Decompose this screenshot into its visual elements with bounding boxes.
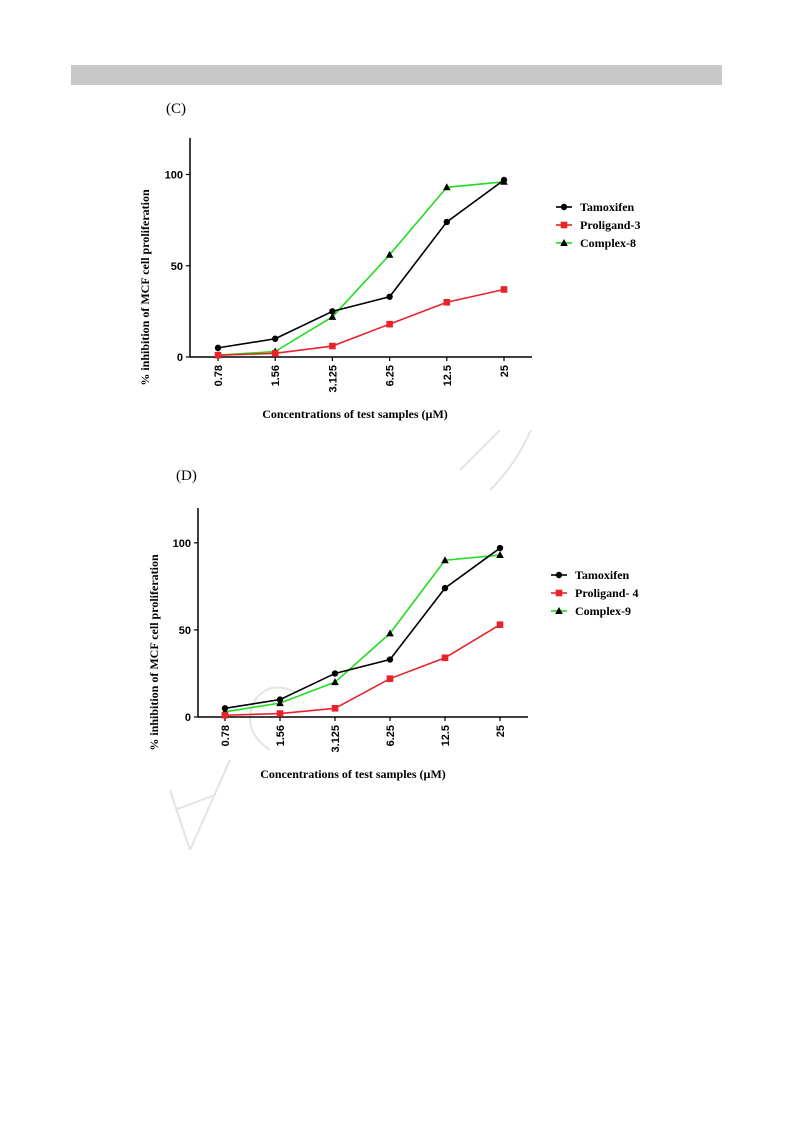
series-line bbox=[224, 624, 501, 717]
panel-label: (C) bbox=[166, 101, 186, 117]
data-point bbox=[221, 705, 229, 712]
y-axis-title: % inhibition of MCF cell proliferation bbox=[147, 554, 161, 751]
y-axis-title: % inhibition of MCF cell proliferation bbox=[138, 189, 152, 386]
data-point bbox=[272, 335, 279, 342]
data-point bbox=[443, 298, 451, 306]
series-line bbox=[217, 288, 505, 356]
x-tick-label: 12.5 bbox=[442, 365, 454, 386]
series-tamoxifen bbox=[221, 544, 504, 712]
data-point bbox=[443, 218, 450, 226]
series-line bbox=[224, 547, 501, 710]
x-tick-label: 0.78 bbox=[213, 365, 225, 386]
x-tick-label: 6.25 bbox=[385, 725, 397, 746]
chart-panel-c: (C) 0 50 100 0.78 1.56 3.125 6.25 12.5 25 % inhibi… bbox=[138, 101, 640, 421]
data-point bbox=[500, 286, 508, 293]
data-point bbox=[385, 250, 394, 258]
data-point bbox=[331, 678, 339, 686]
panel-label: (D) bbox=[176, 468, 197, 484]
data-point bbox=[329, 308, 336, 315]
data-point bbox=[214, 351, 222, 359]
x-axis-title: Concentrations of test samples (µM) bbox=[262, 407, 448, 421]
legend-marker bbox=[560, 203, 568, 211]
x-tick-label: 6.25 bbox=[385, 365, 397, 386]
data-point bbox=[276, 696, 284, 703]
legend-label: Tamoxifen bbox=[575, 568, 630, 582]
legend-entry: Proligand- 4 bbox=[551, 586, 638, 600]
data-point bbox=[496, 551, 504, 559]
series-complex-8 bbox=[214, 177, 508, 359]
data-point bbox=[386, 629, 394, 637]
page-header-bar bbox=[71, 65, 722, 85]
series-line bbox=[224, 554, 501, 713]
x-tick-label: 25 bbox=[495, 725, 507, 737]
legend-label: Proligand-3 bbox=[580, 218, 640, 232]
legend-label: Tamoxifen bbox=[580, 200, 635, 214]
data-point bbox=[496, 621, 504, 628]
x-tick-label: 25 bbox=[499, 365, 511, 377]
series-proligand-3 bbox=[214, 286, 508, 359]
data-point bbox=[221, 711, 229, 719]
legend-entry: Proligand-3 bbox=[556, 218, 640, 232]
legend-entry: Tamoxifen bbox=[551, 568, 630, 582]
legend-label: Complex-8 bbox=[580, 236, 636, 250]
legend-marker bbox=[555, 607, 563, 614]
series-line bbox=[217, 181, 505, 356]
data-point bbox=[441, 654, 449, 662]
legend-entry: Complex-9 bbox=[551, 604, 631, 618]
legend-marker bbox=[560, 239, 568, 246]
data-point bbox=[496, 544, 504, 552]
legend-label: Proligand- 4 bbox=[575, 586, 638, 600]
y-tick-label: 50 bbox=[179, 625, 191, 637]
legend-marker bbox=[555, 589, 563, 597]
x-tick-label: 3.125 bbox=[327, 365, 339, 393]
data-point bbox=[386, 293, 393, 300]
data-point bbox=[329, 342, 336, 350]
x-axis-title: Concentrations of test samples (µM) bbox=[260, 767, 446, 781]
x-tick-label: 12.5 bbox=[440, 725, 452, 746]
data-point bbox=[214, 344, 222, 352]
data-point bbox=[271, 350, 279, 357]
data-point bbox=[331, 670, 339, 677]
x-tick-label: 1.56 bbox=[270, 365, 282, 386]
series-proligand-4 bbox=[221, 621, 504, 719]
series-tamoxifen bbox=[214, 176, 508, 352]
y-tick-label: 100 bbox=[173, 538, 191, 550]
y-tick-label: 0 bbox=[177, 352, 183, 364]
y-tick-label: 100 bbox=[165, 170, 183, 182]
y-tick-label: 50 bbox=[171, 261, 183, 273]
x-tick-label: 0.78 bbox=[220, 725, 232, 746]
x-tick-label: 3.125 bbox=[330, 725, 342, 753]
data-point bbox=[386, 675, 394, 682]
chart-panel-d: (D) 0 50 100 0.78 1.56 3.125 6.25 12.5 25 % inhibi… bbox=[147, 468, 638, 781]
legend-entry: Tamoxifen bbox=[556, 200, 635, 214]
legend-marker bbox=[560, 221, 568, 229]
data-point bbox=[441, 556, 449, 564]
data-point bbox=[500, 176, 508, 184]
data-point bbox=[443, 183, 451, 191]
data-point bbox=[328, 312, 337, 320]
legend-marker bbox=[555, 571, 563, 579]
series-line bbox=[217, 179, 505, 349]
data-point bbox=[441, 584, 449, 592]
data-point bbox=[276, 710, 284, 717]
legend-entry: Complex-8 bbox=[556, 236, 636, 250]
data-point bbox=[331, 704, 339, 712]
legend-label: Complex-9 bbox=[575, 604, 631, 618]
data-point bbox=[386, 320, 393, 328]
data-point bbox=[386, 656, 394, 663]
x-tick-label: 1.56 bbox=[275, 725, 287, 746]
y-tick-label: 0 bbox=[185, 712, 191, 724]
